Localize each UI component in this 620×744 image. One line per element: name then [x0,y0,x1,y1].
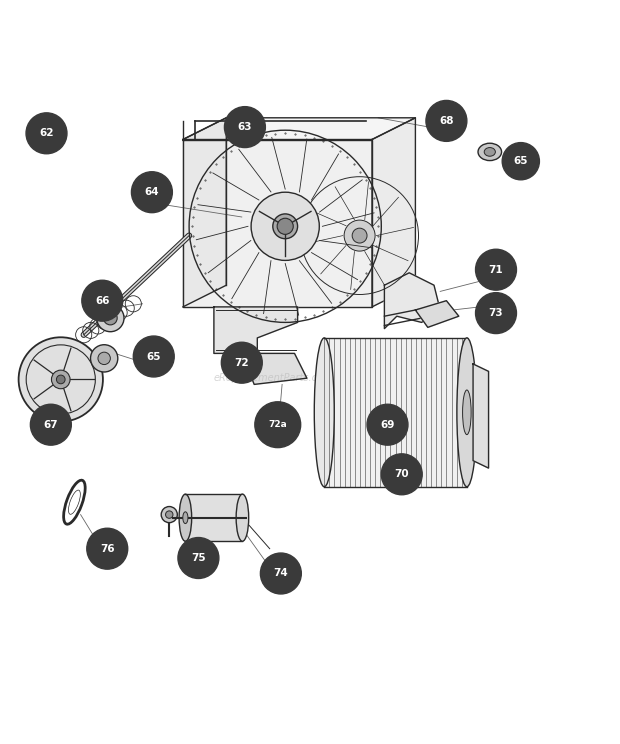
Circle shape [131,172,172,213]
Polygon shape [473,364,489,468]
Text: 75: 75 [191,553,206,563]
Circle shape [476,292,516,333]
Text: 74: 74 [273,568,288,579]
Polygon shape [183,118,415,139]
Circle shape [273,214,298,239]
Circle shape [161,507,177,522]
Text: eReplacementParts.com: eReplacementParts.com [213,373,332,383]
Circle shape [30,404,71,445]
Polygon shape [384,273,440,329]
Text: 72a: 72a [268,420,287,429]
Circle shape [56,375,65,384]
Circle shape [91,344,118,372]
Circle shape [260,553,301,594]
Circle shape [87,528,128,569]
Circle shape [344,220,375,251]
Circle shape [51,370,70,388]
Polygon shape [183,139,372,307]
Circle shape [19,337,103,422]
Circle shape [166,511,173,519]
Ellipse shape [478,143,502,161]
Circle shape [502,143,539,180]
Circle shape [133,336,174,377]
Ellipse shape [457,338,477,487]
Ellipse shape [236,494,249,542]
Text: 67: 67 [43,420,58,430]
Circle shape [277,218,293,234]
Text: 73: 73 [489,308,503,318]
Text: 63: 63 [237,122,252,132]
Ellipse shape [314,338,334,487]
Circle shape [178,537,219,579]
Polygon shape [372,118,415,307]
Circle shape [255,402,301,448]
Ellipse shape [484,147,495,156]
Circle shape [251,192,319,260]
Circle shape [98,352,110,365]
Circle shape [381,454,422,495]
Ellipse shape [463,390,471,434]
Ellipse shape [179,494,192,542]
Circle shape [221,342,262,383]
Ellipse shape [183,512,188,524]
Circle shape [224,106,265,147]
Bar [324,338,467,487]
Text: 65: 65 [513,156,528,166]
Circle shape [476,249,516,290]
Text: 76: 76 [100,544,115,554]
Text: 62: 62 [39,128,54,138]
Circle shape [367,404,408,445]
Circle shape [104,311,117,325]
Polygon shape [242,353,307,385]
Circle shape [426,100,467,141]
Text: 72: 72 [234,358,249,368]
Circle shape [26,113,67,154]
Text: 64: 64 [144,187,159,197]
Circle shape [352,228,367,243]
Text: 68: 68 [439,116,454,126]
Polygon shape [183,118,226,307]
Text: 70: 70 [394,469,409,479]
Bar [185,494,242,542]
Polygon shape [415,301,459,327]
Text: 66: 66 [95,295,110,306]
Circle shape [97,304,124,332]
Circle shape [82,280,123,321]
Text: 69: 69 [380,420,395,430]
Text: 71: 71 [489,265,503,275]
Text: 65: 65 [146,351,161,362]
Polygon shape [214,307,298,353]
